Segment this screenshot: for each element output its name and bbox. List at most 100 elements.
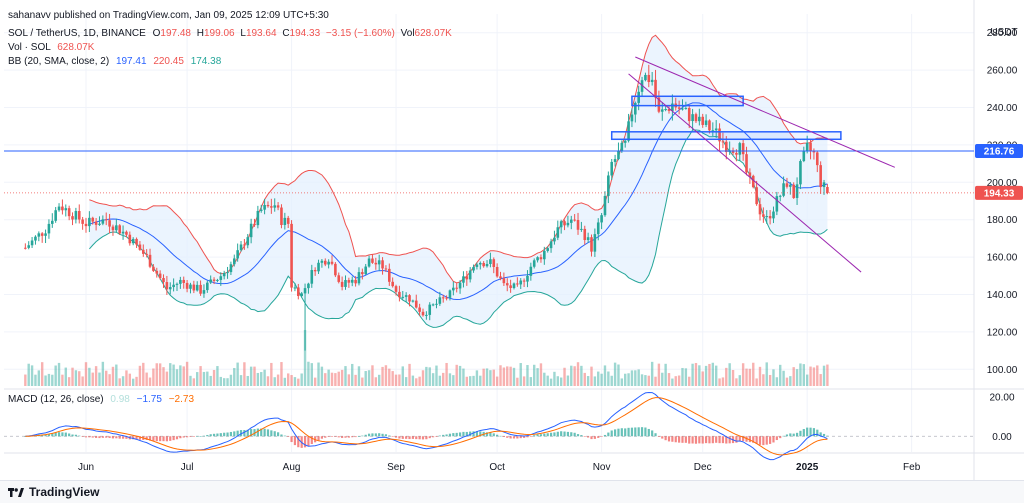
macd-histogram-bar <box>159 436 162 442</box>
candle-body <box>745 154 748 173</box>
candle-body <box>586 237 590 241</box>
macd-histogram-bar <box>509 436 512 439</box>
candle-body <box>276 205 280 208</box>
candle-body <box>350 279 354 283</box>
volume-bar <box>553 371 556 386</box>
macd-histogram-bar <box>162 436 165 442</box>
volume-bar <box>597 371 600 386</box>
candle-body <box>101 219 105 224</box>
volume-bar <box>148 377 152 386</box>
volume-bar <box>782 370 785 386</box>
macd-histogram-bar <box>523 436 526 438</box>
volume-bar <box>155 363 158 386</box>
candle-body <box>708 120 711 131</box>
candle-body <box>249 223 253 238</box>
price-tick-label: 120.00 <box>987 327 1018 338</box>
volume-bar <box>94 366 98 386</box>
candle-body <box>367 258 371 267</box>
candle-body <box>195 284 199 291</box>
macd-histogram-bar <box>654 433 657 437</box>
tradingview-logo[interactable]: TradingView <box>8 485 99 499</box>
candle-body <box>610 161 614 176</box>
macd-histogram-bar <box>701 436 704 444</box>
candle-body <box>172 284 175 288</box>
macd-histogram-bar <box>458 432 462 437</box>
candle-body <box>644 74 647 81</box>
macd-histogram-bar <box>762 436 765 446</box>
volume-bar <box>620 378 624 386</box>
volume-bar <box>492 369 495 386</box>
macd-histogram-bar <box>802 429 805 437</box>
macd-legend-label[interactable]: MACD (12, 26, close) <box>8 394 104 405</box>
macd-histogram-bar <box>462 431 465 437</box>
macd-histogram-bar <box>445 434 448 437</box>
candle-body <box>384 268 388 270</box>
macd-histogram-bar <box>816 429 819 437</box>
volume-bar <box>661 372 664 386</box>
volume-bar <box>613 362 617 386</box>
volume-legend-label[interactable]: Vol · SOL <box>8 42 51 53</box>
macd-hist-value: 0.98 <box>110 394 130 405</box>
volume-bar <box>377 374 381 386</box>
volume-bar <box>287 373 290 386</box>
candle-body <box>607 175 610 196</box>
candle-body <box>222 273 226 277</box>
time-tick-label: Feb <box>903 462 921 473</box>
volume-bar <box>455 364 458 386</box>
candle-body <box>725 141 728 153</box>
volume-bar <box>802 364 806 386</box>
volume-bar <box>688 376 691 386</box>
candle-body <box>162 278 165 283</box>
time-tick-label: Nov <box>593 462 611 473</box>
volume-bar <box>549 378 553 386</box>
candle-body <box>111 226 115 231</box>
candle-body <box>445 297 448 299</box>
candle-body <box>694 114 698 122</box>
candle-body <box>361 272 364 275</box>
volume-bar <box>462 368 465 386</box>
volume-bar <box>280 362 283 386</box>
volume-bar <box>428 367 431 386</box>
volume-bar <box>637 369 640 386</box>
volume-bar <box>303 330 307 386</box>
candle-body <box>128 234 132 244</box>
time-tick-label: 2025 <box>796 462 819 473</box>
candle-body <box>74 211 78 220</box>
macd-histogram-bar <box>186 436 189 438</box>
volume-bar <box>590 366 593 386</box>
volume-bar <box>185 361 189 386</box>
bb-legend-label[interactable]: BB (20, SMA, close, 2) <box>8 56 110 67</box>
macd-histogram-bar <box>95 436 98 438</box>
candle-body <box>650 79 654 83</box>
macd-histogram-bar <box>549 432 553 437</box>
volume-bar <box>421 370 425 386</box>
candle-body <box>158 273 162 279</box>
macd-histogram-bar <box>152 436 155 441</box>
candle-body <box>77 211 81 220</box>
volume-bar <box>108 374 111 386</box>
macd-histogram-bar <box>512 436 516 439</box>
volume-bar <box>337 371 340 386</box>
volume-bar <box>522 376 526 386</box>
price-chart[interactable]: USDT 100.00 120.00 140.00 160.00 180.00 200.00… <box>0 0 1024 480</box>
candle-body <box>468 270 472 280</box>
volume-bar <box>640 374 644 386</box>
symbol-name[interactable]: SOL / TetherUS, 1D, BINANCE <box>8 28 146 39</box>
candle-body <box>458 282 462 289</box>
volume-bar <box>105 370 108 386</box>
candle-body <box>698 116 701 122</box>
candle-body <box>425 314 428 316</box>
volume-bar <box>691 363 694 386</box>
macd-histogram-bar <box>172 436 175 441</box>
volume-bar <box>357 366 361 386</box>
candle-body <box>529 266 533 276</box>
macd-histogram-bar <box>597 436 600 438</box>
volume-bar <box>313 377 317 386</box>
volume-bar <box>165 371 169 386</box>
volume-bar <box>519 363 522 386</box>
macd-histogram-bar <box>105 436 108 438</box>
volume-bar <box>772 369 775 386</box>
candle-body <box>88 217 91 227</box>
volume-bar <box>765 362 768 386</box>
macd-histogram-bar <box>688 436 691 444</box>
